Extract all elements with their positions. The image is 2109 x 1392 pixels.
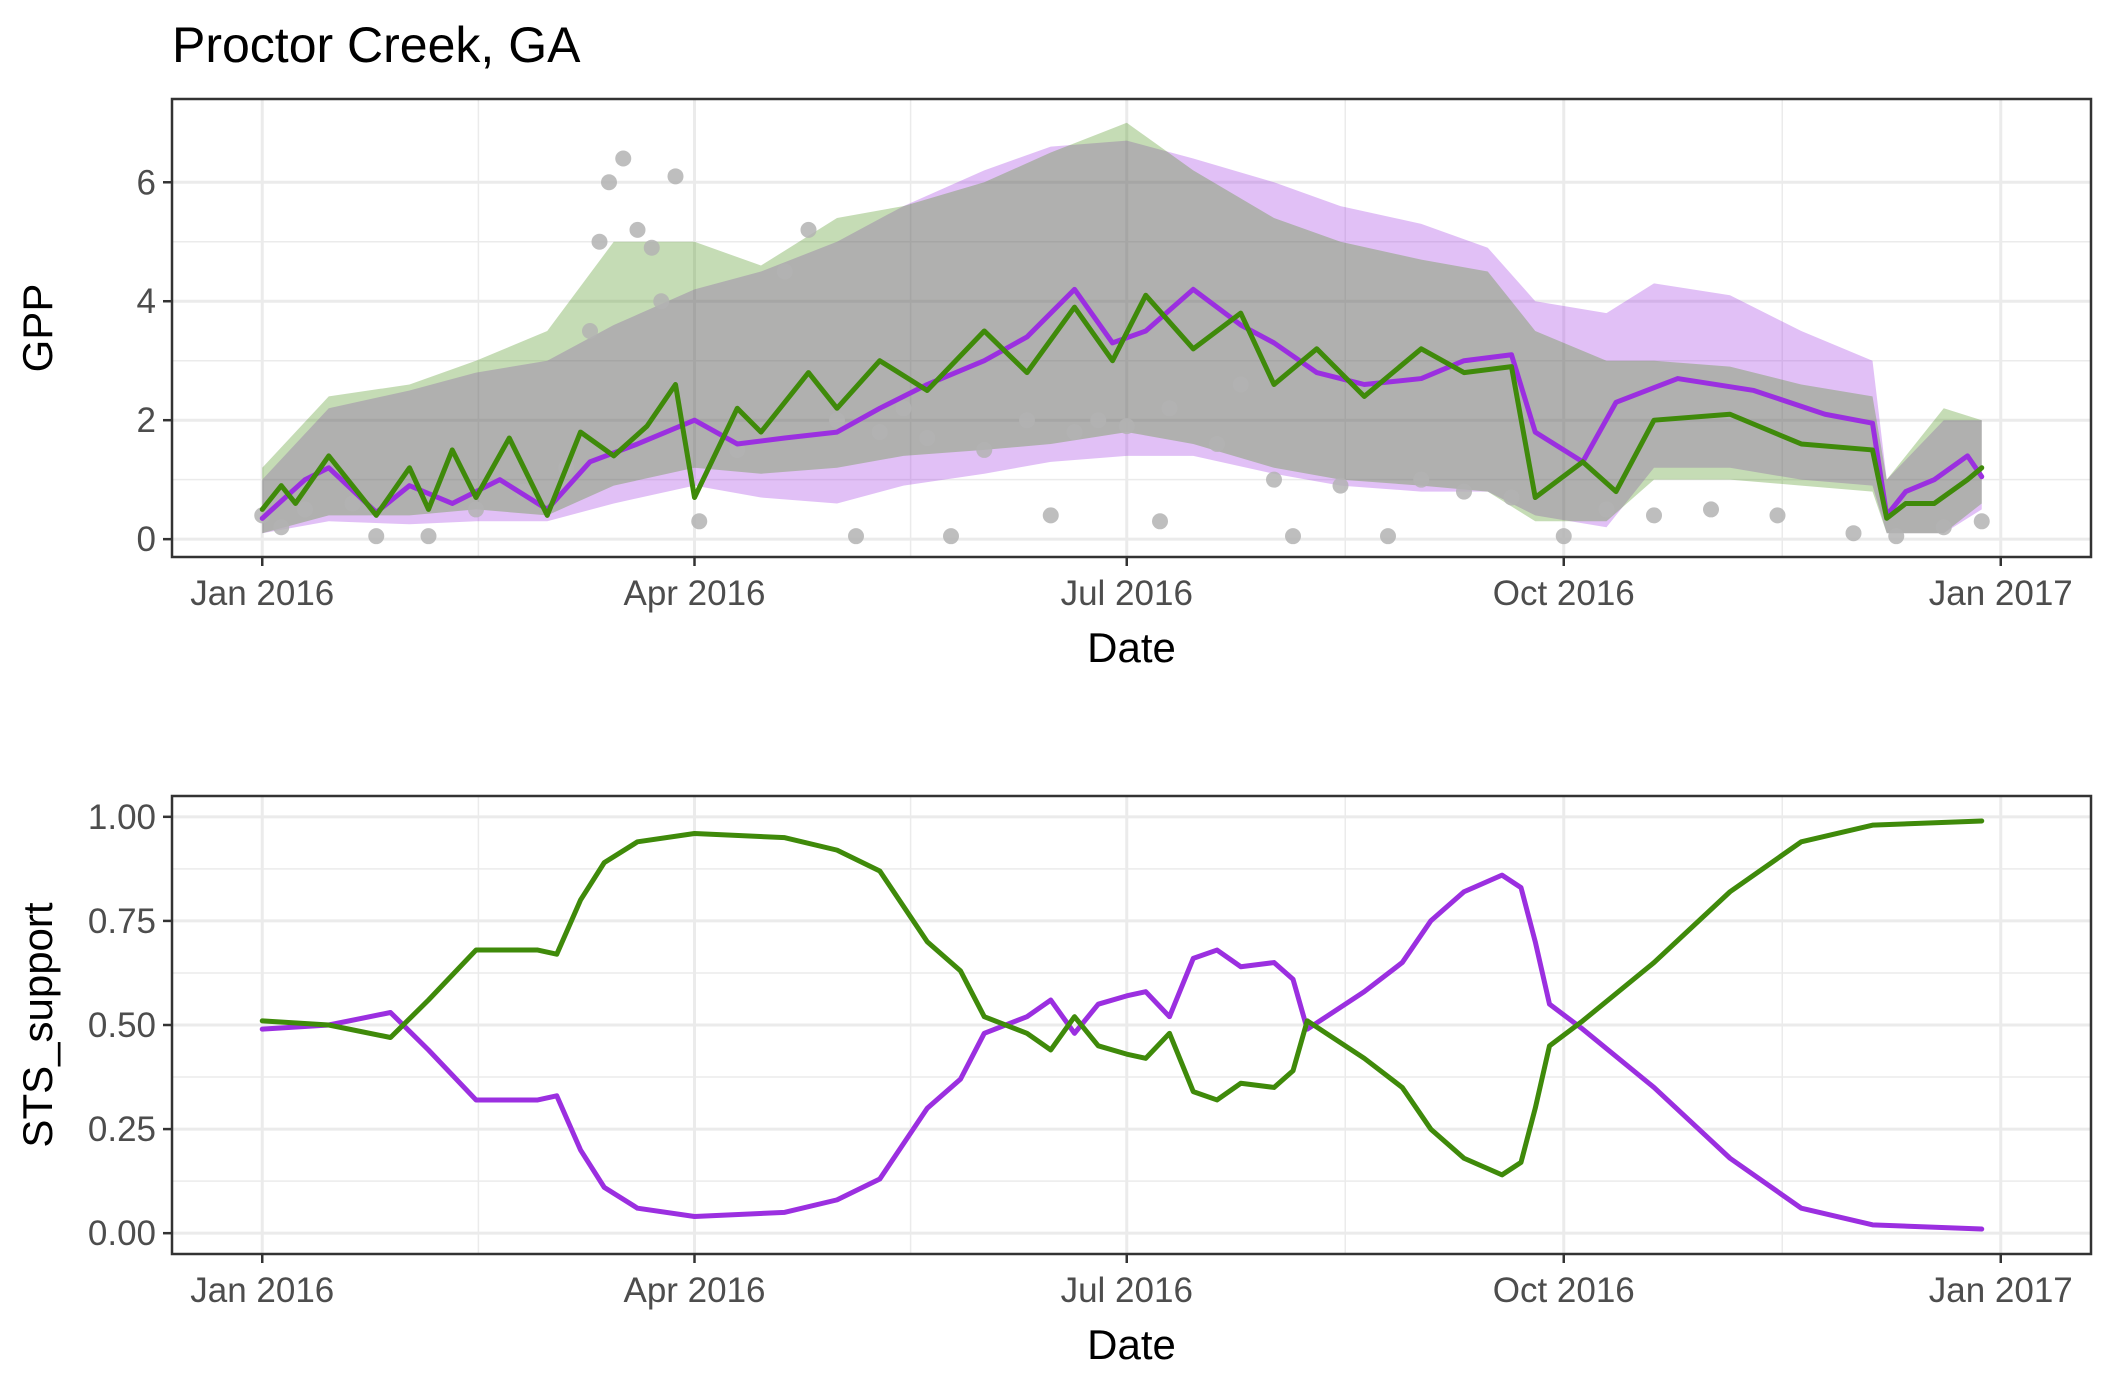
data-point [1019,412,1035,429]
y-tick-label: 4 [137,282,156,321]
data-point [1266,471,1282,488]
data-point [919,430,936,447]
x-tick-label: Oct 2016 [1493,574,1635,613]
data-point [629,221,646,238]
data-point [1646,507,1662,524]
series-1-ribbon [262,122,1982,534]
x-tick-label: Jul 2016 [1061,1271,1193,1310]
data-point [1703,501,1719,518]
panel-sts-support: 0.00 0.25 0.50 0.75 1.00 Jan 2016 Apr 2016 Jul … [14,794,2093,1368]
data-point [1413,471,1430,488]
y-axis-title: STS_support [14,902,61,1147]
data-point [653,293,670,310]
data-point [601,174,617,191]
data-point [273,519,290,536]
data-point [1285,528,1301,545]
x-tick-label: Jan 2017 [1929,574,2073,613]
data-point [1066,424,1083,441]
plot-area [259,818,1985,1232]
data-point [1973,513,1990,530]
data-point [420,528,437,545]
data-point [1503,489,1520,506]
data-point [895,400,912,417]
y-tick-label: 0.75 [88,902,156,941]
data-point [1380,528,1396,545]
data-point [582,322,598,339]
data-point [1090,412,1107,429]
x-tick-label: Apr 2016 [623,574,765,613]
data-point [800,221,817,238]
panel-gpp: 0 2 4 6 Jan 2016 Apr 2016 Jul 2016 Oct 2016 Jan … [14,97,2093,671]
plot-area [254,122,1990,545]
data-point [1769,507,1786,524]
data-point [1209,435,1225,452]
y-tick-label: 6 [137,163,156,202]
chart-title: Proctor Creek, GA [172,17,581,73]
data-point [591,233,608,250]
y-tick-label: 0 [137,520,156,559]
data-point [829,412,845,429]
data-point [691,513,708,530]
series-1-line [259,818,1985,1178]
y-tick-label: 2 [137,401,156,440]
x-axis-title: Date [1087,624,1176,671]
x-tick-label: Oct 2016 [1493,1271,1635,1310]
data-point [368,528,385,545]
data-point [1555,528,1572,545]
x-tick-label: Jan 2017 [1929,1271,2073,1310]
data-point [848,528,864,545]
data-point [1845,525,1862,542]
x-axis-title: Date [1087,1321,1176,1368]
data-point [344,495,361,512]
data-point [1118,418,1135,435]
data-point [1152,513,1168,530]
x-tick-label: Jan 2016 [190,1271,334,1310]
data-point [468,501,484,518]
y-axis-title: GPP [14,284,61,373]
data-point [1232,376,1249,393]
y-tick-label: 0.00 [88,1214,156,1253]
data-point [1456,483,1472,500]
data-point [1161,400,1178,417]
data-point [1935,519,1952,536]
data-point [943,528,959,545]
data-point [1042,507,1059,524]
x-tick-label: Apr 2016 [623,1271,765,1310]
data-point [1888,528,1905,545]
y-tick-label: 1.00 [88,798,156,837]
panel-border [170,97,2093,559]
data-point [667,168,684,185]
x-tick-label: Jan 2016 [190,574,334,613]
data-point [976,441,993,458]
data-point [297,501,313,518]
data-point [776,263,793,280]
series-0-line [259,872,1985,1232]
x-tick-label: Jul 2016 [1061,574,1193,613]
series-1-line [259,292,1985,521]
data-point [615,150,632,167]
data-point [643,239,660,256]
data-point [871,424,888,441]
y-tick-label: 0.50 [88,1006,156,1045]
data-point [1598,501,1615,518]
y-tick-label: 0.25 [88,1110,156,1149]
data-point [1332,477,1349,494]
series-0-line [259,286,1985,521]
